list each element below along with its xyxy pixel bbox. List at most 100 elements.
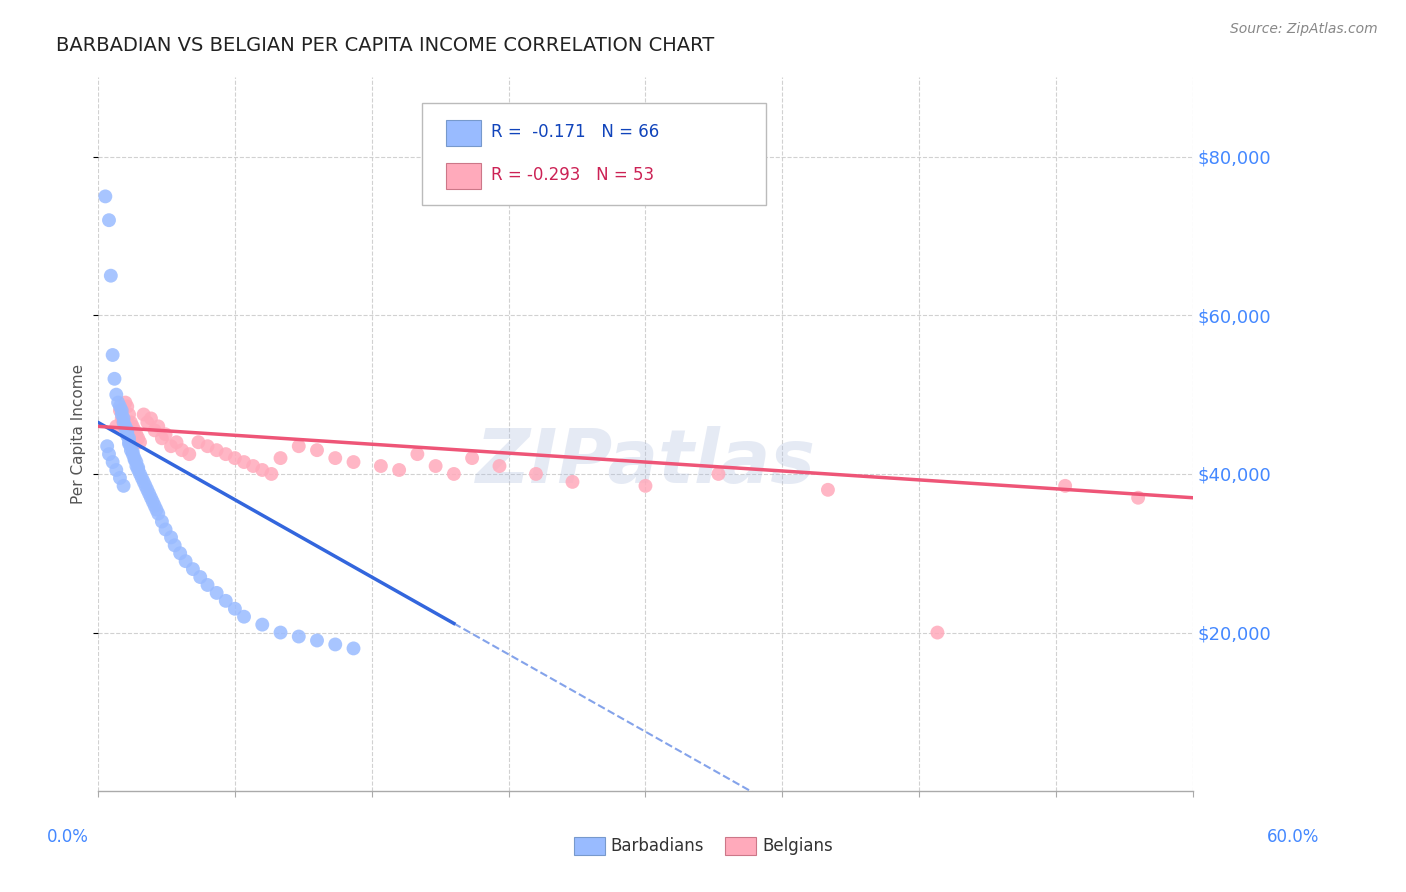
Point bbox=[120, 443, 142, 458]
Point bbox=[114, 395, 136, 409]
Point bbox=[187, 435, 209, 450]
Point bbox=[132, 408, 155, 422]
Point bbox=[112, 416, 135, 430]
Point bbox=[121, 419, 143, 434]
Point bbox=[125, 455, 148, 469]
Point bbox=[224, 451, 246, 466]
Point bbox=[139, 411, 162, 425]
Point bbox=[127, 460, 149, 475]
Point bbox=[205, 586, 228, 600]
Point bbox=[188, 570, 211, 584]
Point bbox=[111, 403, 134, 417]
Point bbox=[98, 447, 121, 461]
Point bbox=[406, 447, 429, 461]
Point bbox=[105, 463, 128, 477]
Text: 0.0%: 0.0% bbox=[46, 828, 89, 846]
Point bbox=[121, 444, 143, 458]
Point bbox=[150, 515, 173, 529]
Point bbox=[323, 637, 346, 651]
Point bbox=[101, 455, 124, 469]
Point bbox=[108, 403, 131, 417]
Text: Barbadians: Barbadians bbox=[610, 837, 704, 855]
Point bbox=[524, 467, 547, 481]
Point bbox=[143, 423, 166, 437]
Point bbox=[370, 458, 392, 473]
Y-axis label: Per Capita Income: Per Capita Income bbox=[72, 364, 86, 504]
Point bbox=[205, 443, 228, 458]
Point bbox=[323, 451, 346, 466]
Point bbox=[134, 479, 156, 493]
Point bbox=[112, 419, 135, 434]
Point bbox=[127, 431, 149, 445]
Point bbox=[169, 546, 191, 560]
Point bbox=[111, 408, 134, 422]
Point bbox=[112, 479, 135, 493]
Point bbox=[103, 372, 125, 386]
Point bbox=[129, 467, 152, 481]
Point bbox=[233, 455, 256, 469]
Point bbox=[305, 443, 328, 458]
Point bbox=[105, 387, 128, 401]
Point bbox=[139, 491, 162, 505]
Point bbox=[131, 471, 153, 485]
Point bbox=[270, 451, 292, 466]
Point bbox=[260, 467, 283, 481]
Point bbox=[120, 439, 142, 453]
Point bbox=[111, 411, 134, 425]
Point bbox=[215, 594, 238, 608]
Text: 60.0%: 60.0% bbox=[1267, 828, 1320, 846]
Point bbox=[425, 458, 447, 473]
Point bbox=[132, 475, 155, 489]
Point bbox=[145, 502, 167, 516]
Point bbox=[108, 400, 131, 414]
Point bbox=[179, 447, 201, 461]
Point bbox=[124, 451, 146, 466]
Point bbox=[143, 499, 166, 513]
Point bbox=[181, 562, 204, 576]
Point bbox=[197, 578, 219, 592]
Point bbox=[124, 452, 146, 467]
Point bbox=[136, 416, 159, 430]
Point bbox=[342, 641, 364, 656]
Point bbox=[118, 435, 141, 450]
Point bbox=[561, 475, 583, 489]
Point bbox=[115, 429, 138, 443]
Point bbox=[252, 463, 274, 477]
Point bbox=[155, 427, 177, 442]
Point bbox=[252, 617, 274, 632]
Point bbox=[138, 487, 160, 501]
Point bbox=[124, 423, 146, 437]
Point bbox=[242, 458, 264, 473]
Point bbox=[443, 467, 465, 481]
Point bbox=[634, 479, 657, 493]
Point bbox=[115, 425, 138, 440]
Point bbox=[150, 431, 173, 445]
Point bbox=[488, 458, 510, 473]
Point bbox=[287, 630, 309, 644]
Point bbox=[233, 609, 256, 624]
Point bbox=[166, 435, 188, 450]
Point bbox=[108, 471, 131, 485]
Point bbox=[160, 530, 183, 544]
Text: ZIPatlas: ZIPatlas bbox=[475, 426, 815, 500]
Point bbox=[305, 633, 328, 648]
Point bbox=[121, 447, 143, 461]
Point bbox=[155, 523, 177, 537]
Point bbox=[215, 447, 238, 461]
Point bbox=[94, 189, 117, 203]
Point bbox=[707, 467, 730, 481]
Point bbox=[1126, 491, 1149, 505]
Text: Belgians: Belgians bbox=[762, 837, 832, 855]
Text: BARBADIAN VS BELGIAN PER CAPITA INCOME CORRELATION CHART: BARBADIAN VS BELGIAN PER CAPITA INCOME C… bbox=[56, 36, 714, 54]
Point bbox=[101, 348, 124, 362]
Text: R =  -0.171   N = 66: R = -0.171 N = 66 bbox=[491, 123, 659, 141]
Point bbox=[107, 395, 129, 409]
Point bbox=[96, 439, 118, 453]
Point bbox=[197, 439, 219, 453]
Point bbox=[170, 443, 193, 458]
Point bbox=[112, 411, 135, 425]
Point bbox=[142, 494, 165, 508]
Point bbox=[160, 439, 183, 453]
Point bbox=[148, 419, 170, 434]
Point bbox=[1054, 479, 1077, 493]
